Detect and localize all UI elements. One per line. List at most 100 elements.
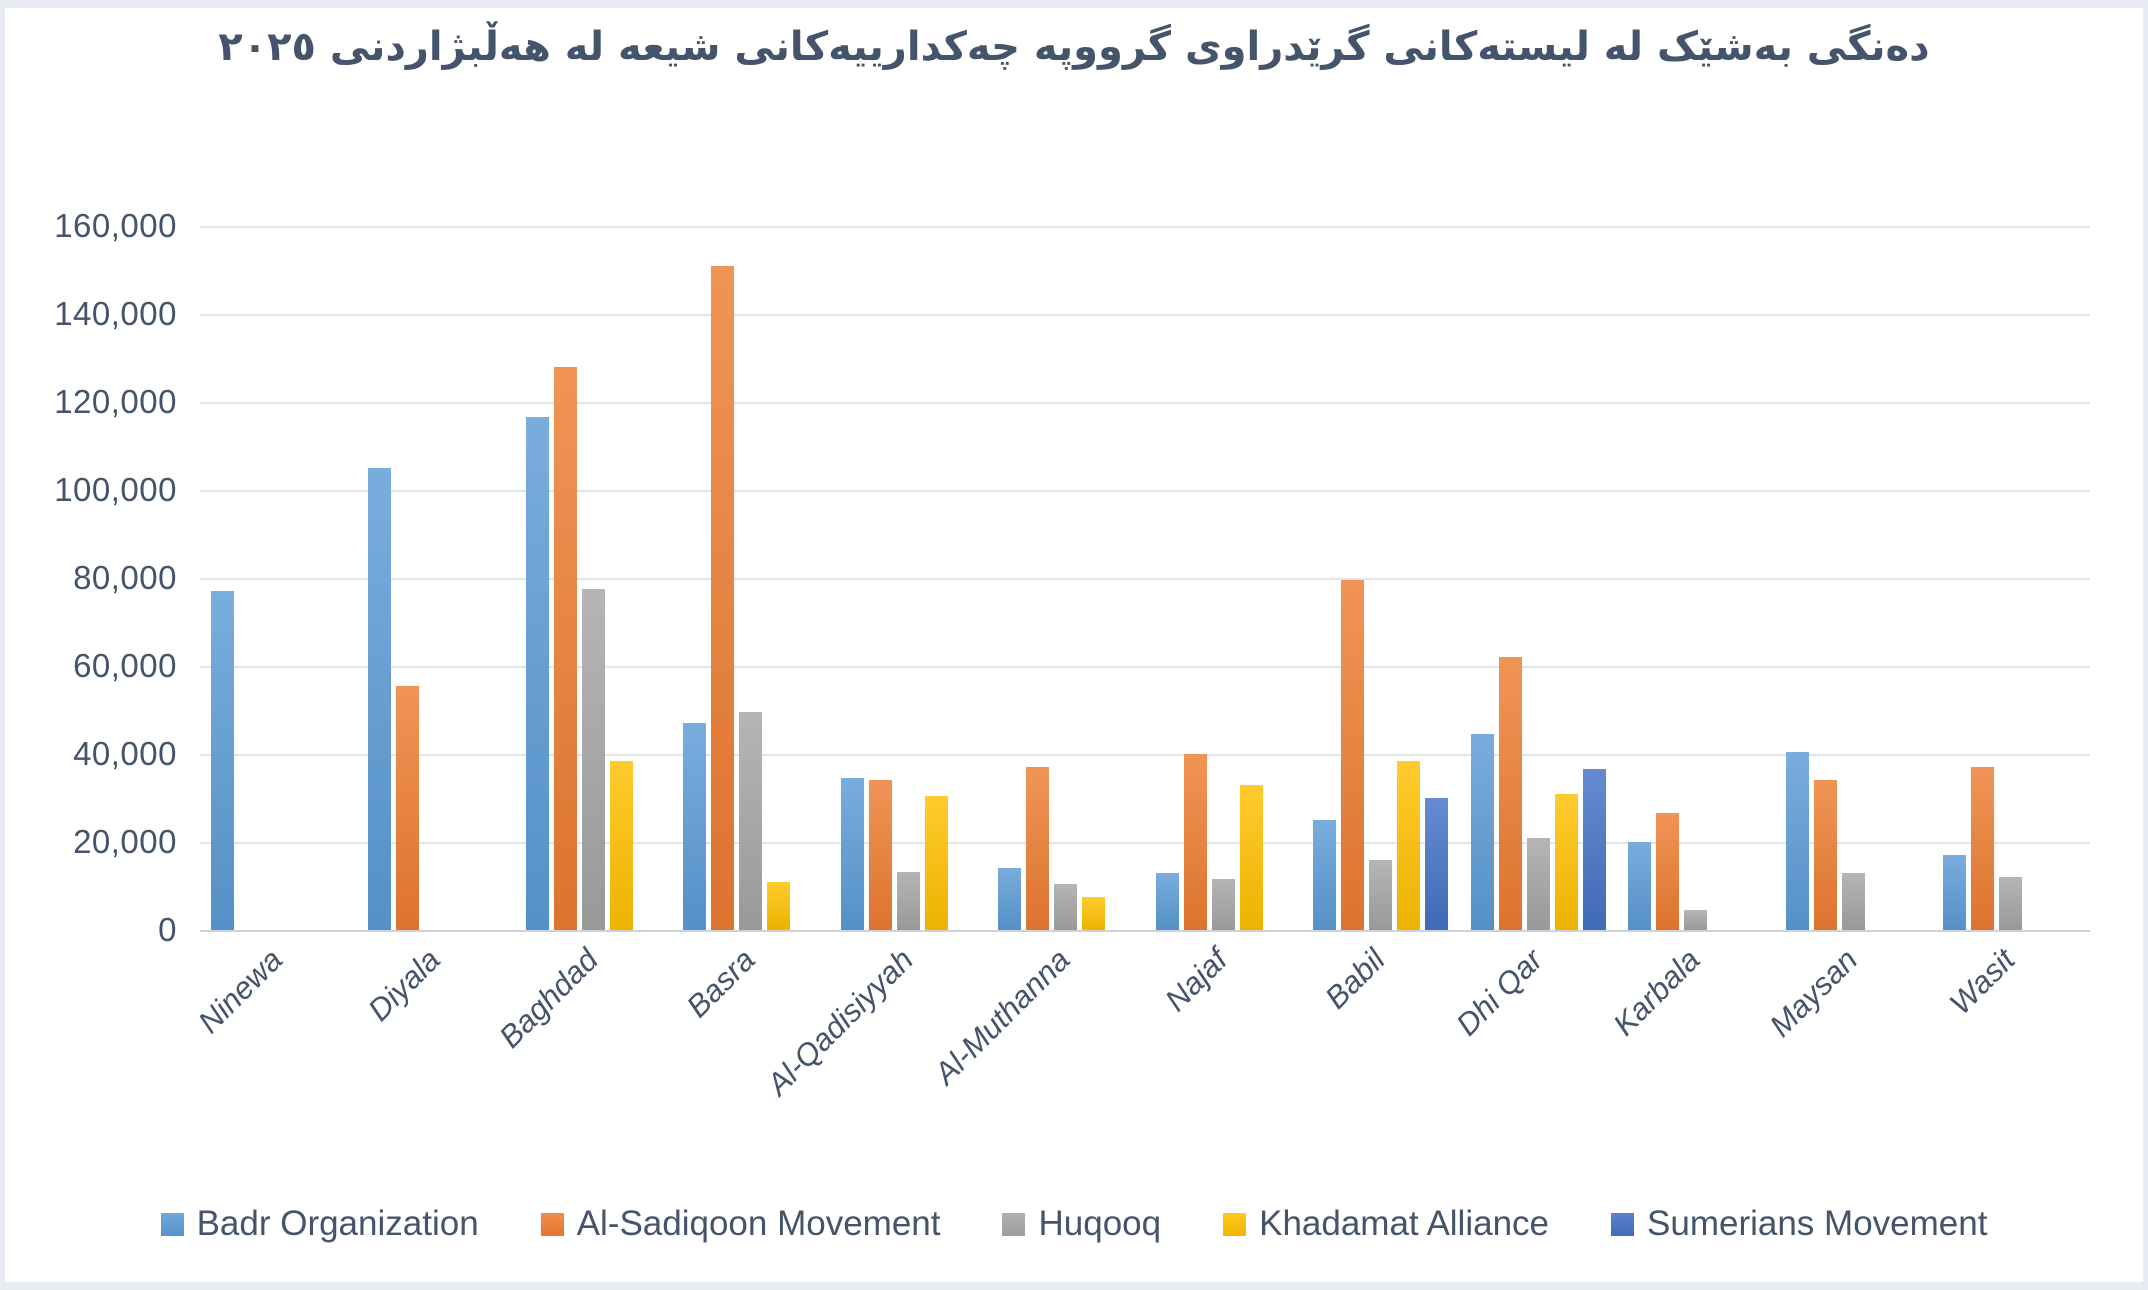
y-axis-tick-label: 60,000 [73,647,177,684]
bar-slot [1497,226,1525,930]
gridline [200,314,2090,316]
gridline [200,578,2090,580]
bar-badr-organization-dhi-qar [1470,734,1494,930]
bar-slot [839,226,867,930]
bar-al-sadiqoon-movement-karbala [1656,813,1680,930]
bar-slot [1626,226,1654,930]
bar-slot [765,226,793,930]
bar-group [200,226,358,930]
y-axis-tick-label: 160,000 [54,207,177,244]
bar-group [358,226,516,930]
bar-khadamat-alliance-babil [1397,760,1421,930]
bar-group [830,226,988,930]
bar-huqooq-maysan [1841,872,1865,930]
legend-swatch-icon [160,1212,184,1236]
bar-slot [1238,226,1266,930]
x-axis-category-label: Najaf [1158,942,1235,1018]
x-axis-category-label: Maysan [1762,942,1865,1044]
legend-label: Sumerians Movement [1647,1204,1988,1243]
bar-slot [580,226,608,930]
legend-label: Huqooq [1038,1204,1162,1243]
bar-khadamat-alliance-al-qadisiyyah [924,795,948,930]
x-axis-category-label: Karbala [1606,942,1707,1043]
bar-slot [394,226,422,930]
bar-huqooq-baghdad [581,589,605,930]
bar-slot [1367,226,1395,930]
plot-area [200,226,2091,932]
x-axis-category-label: Baghdad [491,942,605,1055]
bar-slot [1080,226,1108,930]
bar-slot [608,226,636,930]
bar-slot [1553,226,1581,930]
bar-slot [1423,226,1451,930]
bar-slot [552,226,580,930]
bar-sumerians-movement-dhi-qar [1582,769,1606,930]
x-axis-category-label: Basra [679,942,762,1025]
legend-swatch-icon [1002,1212,1026,1236]
bar-al-sadiqoon-movement-al-qadisiyyah [868,779,892,930]
legend-item-khadamat-alliance: Khadamat Alliance [1223,1204,1549,1244]
gridline [200,402,2090,404]
bar-al-sadiqoon-movement-maysan [1813,780,1837,930]
bar-slot [1682,226,1710,930]
bar-slot [1469,226,1497,930]
bar-slot [1024,226,1052,930]
bar-group [515,226,673,930]
x-axis-category-label: Wasit [1942,942,2022,1022]
bar-badr-organization-karbala [1628,842,1652,930]
bar-badr-organization-wasit [1943,855,1967,930]
bar-slot [996,226,1024,930]
bar-group [1933,226,2091,930]
bar-slot [1997,226,2025,930]
y-axis-tick-label: 20,000 [73,823,177,860]
bar-khadamat-alliance-dhi-qar [1554,793,1578,930]
bar-huqooq-basra [739,712,763,930]
legend-label: Khadamat Alliance [1259,1204,1550,1243]
x-axis-category-label: Al-Muthanna [927,942,1077,1092]
legend-label: Badr Organization [196,1204,479,1243]
bar-al-sadiqoon-movement-dhi-qar [1498,657,1522,930]
bar-group [1460,226,1618,930]
legend-item-huqooq: Huqooq [1002,1204,1161,1244]
gridline [200,842,2090,844]
bar-slot [524,226,552,930]
y-axis-tick-label: 80,000 [73,559,177,596]
bar-badr-organization-al-qadisiyyah [840,778,864,930]
x-axis-category-label: Ninewa [191,942,290,1040]
gridline [200,666,2090,668]
bar-slot [1052,226,1080,930]
bar-al-sadiqoon-movement-babil [1341,580,1365,930]
bar-slot [366,226,394,930]
bar-khadamat-alliance-basra [767,881,791,930]
bar-slot [1154,226,1182,930]
bar-khadamat-alliance-al-muthanna [1082,897,1106,930]
bar-huqooq-dhi-qar [1526,837,1550,930]
gridline [200,930,2090,932]
gridline [200,490,2090,492]
bar-group [1303,226,1461,930]
chart-canvas: دەنگی بەشێک لە لیستەکانی گرێدراوی گرووپە… [5,8,2143,1282]
legend-item-badr-organization: Badr Organization [160,1204,479,1244]
bar-slot [737,226,765,930]
bar-slot [1654,226,1682,930]
bar-slot [895,226,923,930]
y-axis-tick-label: 120,000 [54,383,177,420]
gridline [200,754,2090,756]
x-axis-labels: Ninewa Diyala Baghdad Basra Al-Qadisiyyah Al-… [192,942,2090,1182]
bar-slot [1840,226,1868,930]
y-axis-tick-label: 140,000 [54,295,177,332]
bar-slot [1969,226,1997,930]
bar-huqooq-al-muthanna [1054,883,1078,930]
bar-badr-organization-babil [1313,820,1337,930]
bar-slot [709,226,737,930]
legend-swatch-icon [1223,1212,1247,1236]
x-axis-category-label: Diyala [361,942,447,1028]
bar-slot [681,226,709,930]
gridline [200,226,2090,228]
bar-sumerians-movement-babil [1425,798,1449,930]
bar-slot [209,226,237,930]
bar-slot [1525,226,1553,930]
bar-al-sadiqoon-movement-al-muthanna [1026,767,1050,930]
bar-group [1618,226,1776,930]
y-axis-tick-label: 0 [158,911,177,948]
